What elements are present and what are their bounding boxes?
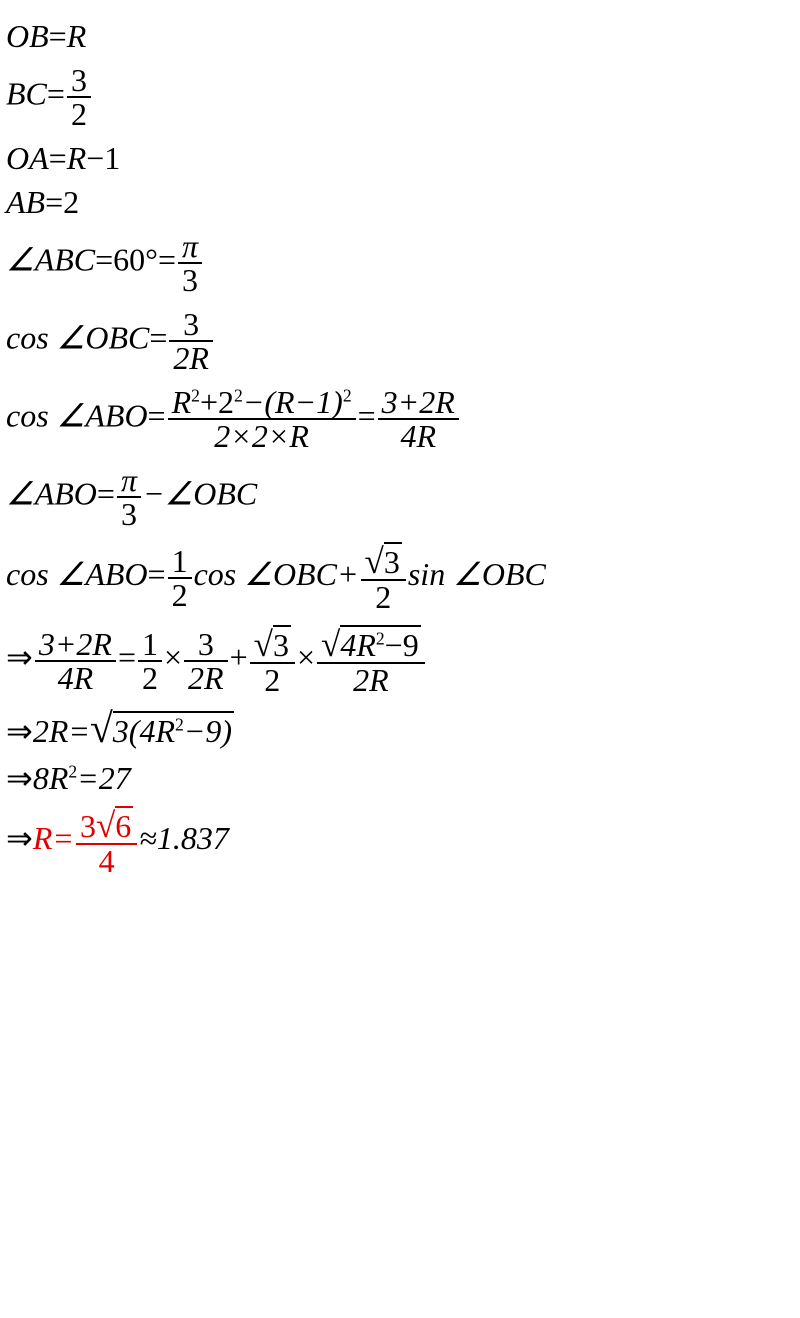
- frac-l10-d: √32: [250, 625, 295, 696]
- approx-val: ≈1.837: [139, 820, 229, 856]
- eq-27: =27: [77, 760, 131, 796]
- eq-line-2: BC=32: [6, 64, 794, 130]
- angle-abc: ∠ABC: [6, 241, 95, 277]
- eq-line-7: cos ∠ABO= R2+22−(R−1)2 2×2×R = 3+2R 4R: [6, 386, 794, 452]
- frac-pi-3: π3: [178, 230, 202, 296]
- cos-abo: cos ∠ABO: [6, 397, 148, 433]
- arrow-icon: ⇒: [6, 820, 33, 856]
- angle-abo: ∠ABO: [6, 475, 97, 511]
- frac-sqrt3-2: √32: [361, 542, 406, 613]
- minus-angle-obc: −∠OBC: [143, 475, 257, 511]
- frac-l10-a: 3+2R4R: [35, 628, 116, 694]
- eq-line-9: cos ∠ABO=12cos ∠OBC+√32sin ∠OBC: [6, 542, 794, 613]
- result-r: R=3√64: [33, 820, 139, 856]
- frac-big-1: R2+22−(R−1)2 2×2×R: [168, 386, 356, 452]
- arrow-icon: ⇒: [6, 713, 33, 749]
- num-2: 2: [63, 184, 79, 220]
- eq-line-11: ⇒2R=√3(4R2−9): [6, 708, 794, 750]
- frac-1-2: 12: [168, 545, 192, 611]
- frac-pi-3-b: π3: [117, 464, 141, 530]
- eq-line-8: ∠ABO=π3−∠OBC: [6, 464, 794, 530]
- frac-l10-b: 12: [138, 628, 162, 694]
- frac-l10-e: √4R2−92R: [317, 625, 425, 696]
- frac-3p2r-4r: 3+2R 4R: [378, 386, 459, 452]
- var-r: R: [67, 18, 87, 54]
- eq-line-13: ⇒R=3√64≈1.837: [6, 806, 794, 877]
- frac-result: 3√64: [76, 806, 137, 877]
- eq-line-12: ⇒8R2=27: [6, 762, 794, 794]
- eq-line-1: OB=R: [6, 20, 794, 52]
- eq-line-6: cos ∠OBC=32R: [6, 308, 794, 374]
- arrow-icon: ⇒: [6, 760, 33, 796]
- var-r: R: [67, 140, 87, 176]
- cos-abo-2: cos ∠ABO: [6, 556, 148, 592]
- eq-line-3: OA=R−1: [6, 142, 794, 174]
- lhs-8r: 8R: [33, 760, 69, 796]
- var-ob: OB: [6, 18, 49, 54]
- deg-60: 60°: [113, 241, 158, 277]
- cos-obc-plus: cos ∠OBC+: [194, 556, 359, 592]
- frac-l10-c: 32R: [184, 628, 228, 694]
- frac-3-2r: 32R: [169, 308, 213, 374]
- frac-3-2: 32: [67, 64, 91, 130]
- cos-obc: cos ∠OBC: [6, 319, 149, 355]
- eq-line-4: AB=2: [6, 186, 794, 218]
- var-ab: AB: [6, 184, 45, 220]
- num-1: 1: [104, 140, 120, 176]
- eq-line-10: ⇒3+2R4R=12×32R+√32×√4R2−92R: [6, 625, 794, 696]
- lhs-2r: 2R=: [33, 713, 90, 749]
- sin-obc: sin ∠OBC: [408, 556, 546, 592]
- eq-line-5: ∠ABC=60°=π3: [6, 230, 794, 296]
- radicand-11: 3(4R2−9): [113, 711, 234, 747]
- var-bc: BC: [6, 75, 47, 111]
- arrow-icon: ⇒: [6, 639, 33, 675]
- var-oa: OA: [6, 140, 49, 176]
